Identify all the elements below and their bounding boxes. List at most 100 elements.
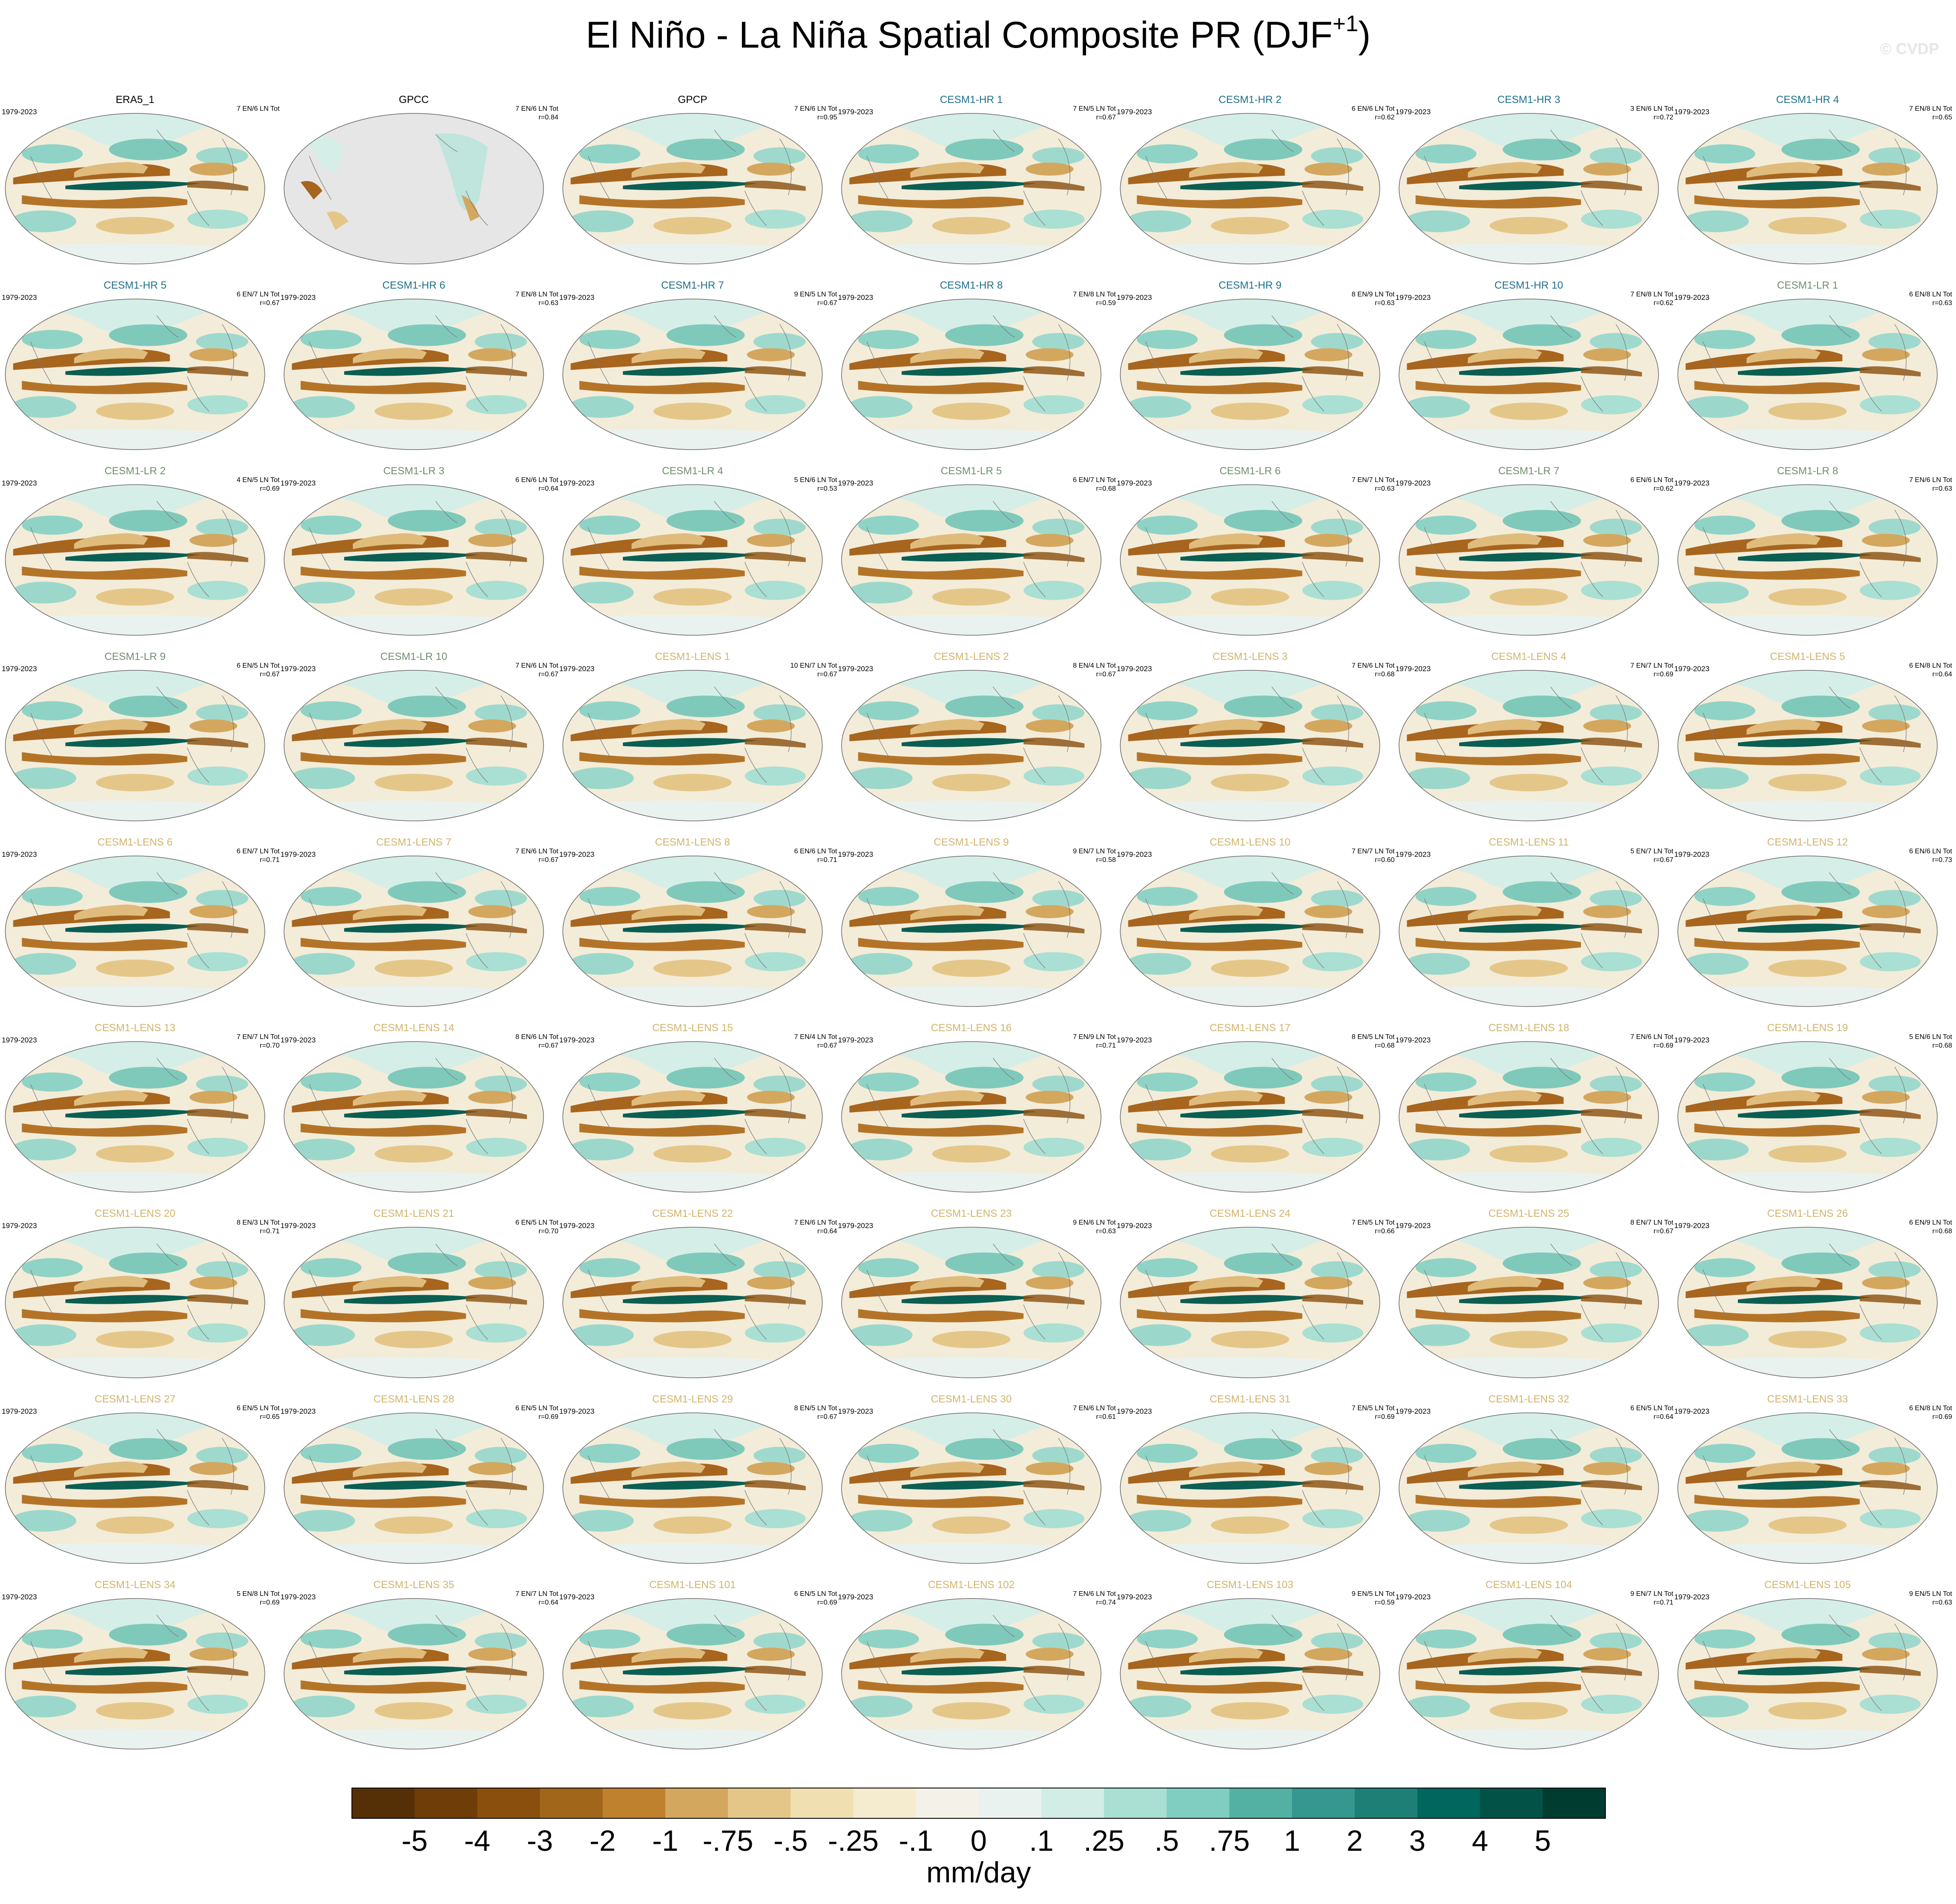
colorbar-label: 2	[1347, 1824, 1363, 1857]
panel-counts: 8 EN/3 LN Tot	[237, 1219, 280, 1226]
panel-counts: 7 EN/6 LN Tot	[1631, 1033, 1674, 1041]
panel-title: ERA5_1	[116, 94, 154, 106]
panel-title: CESM1-LENS 35	[374, 1579, 454, 1591]
panel-counts: 6 EN/5 LN Tot	[516, 1219, 559, 1226]
panel-counts: 10 EN/7 LN Tot	[790, 662, 838, 669]
panel-title: CESM1-LENS 19	[1767, 1022, 1848, 1034]
figure-title: El Niño - La Niña Spatial Composite PR (…	[586, 11, 1370, 56]
panel-period: 1979-2023	[838, 293, 873, 302]
colorbar-swatch	[1417, 1788, 1480, 1818]
panel-period: 1979-2023	[2, 665, 37, 673]
panel-correlation: r=0.69	[538, 1413, 558, 1421]
panel-title: CESM1-LENS 29	[652, 1393, 733, 1405]
map	[4, 669, 265, 822]
map	[1398, 1041, 1659, 1193]
colorbar-swatch	[1354, 1788, 1418, 1818]
panel-title: CESM1-LENS 26	[1767, 1208, 1848, 1219]
map-panel: CESM1-LENS 22 1979-2023 7 EN/6 LN Tot r=0.6…	[559, 1208, 838, 1379]
panel-correlation: r=0.67	[817, 299, 837, 307]
panel-counts: 7 EN/7 LN Tot	[516, 1590, 559, 1598]
panel-period: 1979-2023	[280, 1407, 316, 1415]
map	[562, 113, 823, 265]
panel-counts: 8 EN/7 LN Tot	[1631, 1219, 1674, 1226]
panel-correlation: r=0.69	[1375, 1413, 1395, 1421]
panel-counts: 7 EN/5 LN Tot	[1352, 1405, 1395, 1412]
map-panel: CESM1-LENS 24 1979-2023 7 EN/5 LN Tot r=0.6…	[1117, 1208, 1395, 1379]
panel-title: CESM1-LENS 11	[1489, 836, 1569, 848]
panel-period: 1979-2023	[1117, 108, 1152, 116]
panel-title: CESM1-LENS 9	[934, 836, 1009, 848]
panel-period: 1979-2023	[280, 1222, 316, 1230]
panel-period: 1979-2023	[280, 665, 316, 673]
panel-correlation: r=0.69	[1932, 1413, 1952, 1421]
map	[1677, 669, 1938, 822]
map-panel: CESM1-LENS 25 1979-2023 8 EN/7 LN Tot r=0.6…	[1395, 1208, 1674, 1379]
panel-counts: 9 EN/7 LN Tot	[1631, 1590, 1674, 1598]
map	[841, 298, 1102, 450]
panel-counts: 7 EN/6 LN Tot	[1352, 662, 1395, 669]
map	[1119, 484, 1380, 636]
colorbar-label: .1	[1029, 1824, 1054, 1857]
panel-period: 1979-2023	[280, 1036, 316, 1044]
colorbar-swatch	[916, 1788, 979, 1818]
panel-correlation: r=0.62	[1375, 114, 1395, 121]
panel-counts: 8 EN/4 LN Tot	[1073, 662, 1116, 669]
map	[4, 298, 265, 450]
map	[841, 1226, 1102, 1379]
panel-period: 1979-2023	[559, 1222, 594, 1230]
panel-title: CESM1-LENS 3	[1212, 651, 1287, 663]
panel-correlation: r=0.67	[1653, 1228, 1673, 1235]
panel-title: CESM1-LR 2	[104, 465, 165, 477]
panel-period: 1979-2023	[1674, 1407, 1709, 1415]
colorbar-label: -5	[402, 1824, 428, 1857]
panel-title: CESM1-LR 6	[1219, 465, 1280, 477]
map-panel: CESM1-LENS 35 1979-2023 7 EN/7 LN Totr=0.6…	[280, 1579, 559, 1750]
map	[283, 855, 544, 1007]
panel-title: CESM1-LENS 17	[1210, 1022, 1291, 1034]
map	[1119, 669, 1380, 822]
panel-correlation: r=0.64	[538, 485, 558, 492]
panel-period: 1979-2023	[1395, 1222, 1431, 1230]
map	[1677, 113, 1938, 265]
panel-counts: 6 EN/6 LN Tot	[794, 848, 838, 855]
panel-period: 1979-2023	[1674, 1222, 1709, 1230]
panel-counts: 6 EN/8 LN Tot	[1909, 1405, 1953, 1412]
panel-title: CESM1-LENS 20	[95, 1208, 176, 1219]
panel-counts: 6 EN/6 LN Tot	[1352, 105, 1395, 113]
panel-counts: 6 EN/5 LN Tot	[794, 1590, 838, 1598]
map-panel: CESM1-LENS 20 1979-2023 8 EN/3 LN Tot r=0.7…	[2, 1208, 280, 1379]
map-panel: ERA5_1 1979-2023 7 EN/6 LN Tot	[2, 94, 280, 265]
panel-title: CESM1-LR 3	[383, 465, 444, 477]
map-panel: CESM1-LENS 11 1979-2023 5 EN/7 LN Totr=0.6…	[1395, 836, 1674, 1007]
panel-counts: 9 EN/6 LN Tot	[1073, 1219, 1116, 1226]
panel-counts: 7 EN/4 LN Tot	[794, 1033, 838, 1041]
panel-period: 1979-2023	[838, 1593, 873, 1601]
panel-correlation: r=0.63	[1375, 485, 1395, 492]
panel-title: GPCP	[678, 94, 707, 106]
panel-correlation: r=0.62	[1653, 485, 1673, 492]
panel-correlation: r=0.67	[260, 671, 280, 678]
panel-title: CESM1-LENS 6	[97, 836, 172, 848]
panel-correlation: r=0.65	[260, 1413, 280, 1421]
map-panel: CESM1-LENS 3 1979-2023 7 EN/6 LN Tot r=0.68	[1117, 651, 1395, 822]
panel-counts: 8 EN/9 LN Tot	[1352, 291, 1395, 298]
panel-period: 1979-2023	[838, 108, 873, 116]
map-panel: CESM1-LENS 32 1979-2023 6 EN/5 LN Totr=0.6…	[1395, 1393, 1674, 1564]
panel-correlation: r=0.67	[1096, 671, 1116, 678]
panel-correlation: r=0.67	[817, 671, 837, 678]
panel-period: 1979-2023	[2, 1593, 37, 1601]
panel-title: CESM1-LENS 2	[934, 651, 1009, 663]
panel-title: CESM1-LENS 8	[655, 836, 730, 848]
panel-counts: 7 EN/6 LN Tot	[516, 105, 559, 113]
panel-counts: 7 EN/7 LN Tot	[1352, 848, 1395, 855]
panel-counts: 6 EN/5 LN Tot	[237, 1405, 280, 1412]
map	[4, 1412, 265, 1564]
panel-counts: 8 EN/5 LN Tot	[1352, 1033, 1395, 1041]
panel-counts: 5 EN/7 LN Tot	[1631, 848, 1674, 855]
